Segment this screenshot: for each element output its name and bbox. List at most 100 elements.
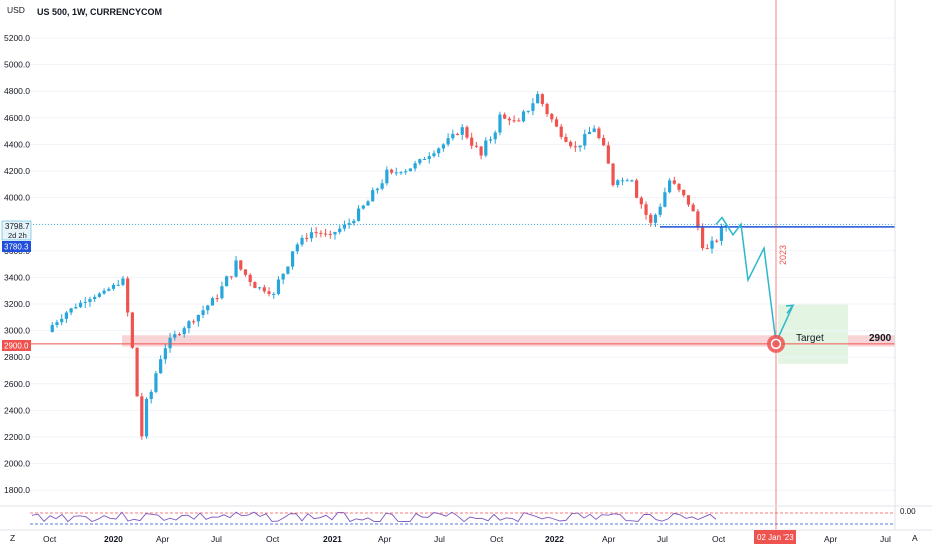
candle-body [635,180,639,198]
price-axis[interactable]: 5200.0 5000.0 4800.0 4600.0 4400.0 4200.0 4000… [4,0,896,530]
candle-body [451,133,455,139]
candle-body [583,134,587,146]
candle-body [710,240,714,249]
red-line-price-text: 2900.0 [4,342,29,351]
candle-body [677,183,681,190]
candle-body [578,145,582,148]
candle-body [418,159,422,164]
candle-body [705,248,709,250]
y-tick-label: 3400.0 [4,272,30,282]
candle-body [385,169,389,184]
candle-body [465,127,469,138]
candle-body [375,188,380,191]
candles-layer[interactable] [50,91,728,440]
candle-body [347,223,351,225]
candle-body [182,328,186,335]
candle-body [69,308,73,313]
candle-body [686,195,691,205]
candle-body [611,163,615,186]
candle-body [691,204,695,212]
candle-body [597,128,601,138]
candle-body [649,214,653,223]
candle-body [111,284,116,289]
x-tick-label: Apr [378,534,391,544]
red-line-price-tag: 2900.0 [2,340,31,351]
x-tick-label: Oct [266,534,280,544]
candle-body [243,269,248,275]
y-tick-label: 5000.0 [4,60,30,70]
candle-body [173,334,177,338]
candle-body [526,110,530,112]
candle-body [201,310,205,315]
candle-body [342,224,347,229]
candle-body [602,137,606,146]
support-zone [122,335,895,347]
candle-body [422,158,427,160]
y-tick-label: 4000.0 [4,193,30,203]
last-price-text: 3798.7 [5,222,30,231]
candle-body [715,240,719,242]
candle-body [667,180,672,193]
candle-body [323,233,328,235]
candle-body [333,232,337,235]
z-button[interactable]: Z [10,533,15,543]
y-tick-label: 3000.0 [4,326,30,336]
candle-body [517,120,521,122]
candle-body [187,321,191,329]
levels-layer [30,0,895,530]
x-tick-label: Oct [712,534,726,544]
currency-label: USD [7,5,25,15]
candle-body [262,287,266,292]
candle-body [135,347,139,397]
candle-body [682,189,686,196]
candle-body [192,321,196,323]
candle-body [446,138,450,145]
candle-body [229,276,233,278]
candle-body [286,266,290,274]
projection-path [715,216,794,346]
candle-body [74,307,78,309]
candle-body [460,127,464,135]
candle-body [239,260,243,270]
candle-body [408,168,413,172]
candle-body [700,227,705,249]
candle-body [455,133,460,135]
candle-body [352,220,356,224]
target-value: 2900 [869,333,892,344]
candle-body [272,293,276,295]
candle-body [474,145,478,147]
candle-body [206,305,210,311]
candle-body [413,163,417,169]
target-zone [778,304,848,364]
candle-body [50,325,54,332]
candle-body [83,301,87,303]
candle-body [276,279,281,294]
date-tag-text: 02 Jan '23 [757,533,794,542]
candle-body [437,148,441,154]
candle-body [215,298,219,300]
candle-body [220,286,224,299]
candle-body [625,180,629,182]
x-tick-label: Jul [434,534,445,544]
candle-body [144,399,149,437]
candle-body [559,126,563,137]
candle-body [493,132,497,140]
candle-body [55,322,59,326]
y-tick-label: 4800.0 [4,86,30,96]
candle-body [93,296,97,300]
candle-body [267,291,271,294]
target-label: Target [796,333,824,344]
candle-body [432,153,436,157]
candle-body [484,140,488,156]
y-tick-label: 2800.0 [4,352,30,362]
candle-body [356,208,361,221]
candle-body [361,205,365,209]
candle-body [253,282,257,289]
last-price-tag: 3798.7 2d 2h [1,220,32,241]
candle-body [107,288,111,291]
y-tick-label: 5200.0 [4,33,30,43]
candle-body [389,169,394,173]
candle-body [305,237,309,239]
a-button[interactable]: A [912,533,918,543]
